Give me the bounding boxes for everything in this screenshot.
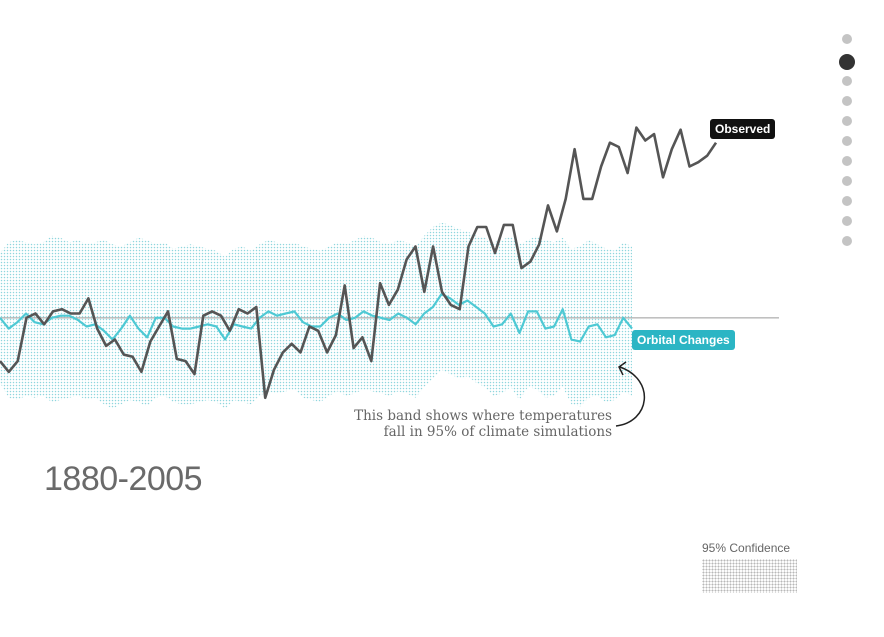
observed-line [0, 126, 718, 400]
annotation-arrow [615, 366, 646, 427]
nav-dot[interactable] [839, 54, 855, 70]
orbital-series-label: Orbital Changes [632, 330, 735, 350]
nav-dot[interactable] [842, 136, 852, 146]
nav-dot[interactable] [842, 96, 852, 106]
nav-dot[interactable] [842, 116, 852, 126]
nav-dot[interactable] [842, 156, 852, 166]
orbital-changes-line [0, 293, 633, 343]
orbital-changes-series [0, 293, 633, 343]
step-navigation [838, 34, 856, 256]
nav-dot[interactable] [842, 34, 852, 44]
nav-dot[interactable] [842, 196, 852, 206]
legend-title: 95% Confidence [702, 541, 791, 555]
observed-series [0, 126, 718, 400]
nav-dot[interactable] [842, 236, 852, 246]
legend-confidence-swatch [702, 559, 797, 593]
confidence-band-area [0, 222, 632, 409]
confidence-band [0, 222, 632, 409]
nav-dot[interactable] [842, 176, 852, 186]
annotation-line-1: This band shows where temperatures [354, 408, 612, 424]
period-label: 1880-2005 [44, 460, 203, 498]
nav-dot[interactable] [842, 216, 852, 226]
nav-dot[interactable] [842, 76, 852, 86]
observed-series-label: Observed [710, 119, 776, 139]
band-annotation: This band shows where temperatures fall … [300, 408, 612, 440]
annotation-arrowhead [618, 361, 627, 376]
annotation-line-2: fall in 95% of climate simulations [383, 424, 612, 440]
